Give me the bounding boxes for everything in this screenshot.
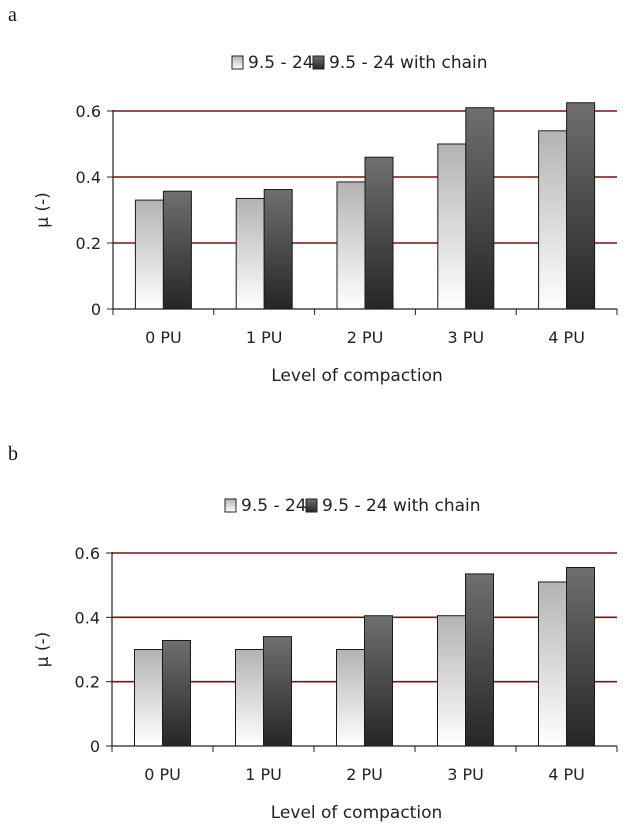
bar-chain-2pu <box>364 156 394 310</box>
legend-label-2: 9.5 - 24 with chain <box>322 496 481 516</box>
bar-chain-1pu <box>263 189 293 310</box>
bar-tire-0pu <box>134 199 164 310</box>
x-tick-label: 2 PU <box>347 328 384 347</box>
legend-label-2: 9.5 - 24 with chain <box>329 53 488 73</box>
panel-b-letter: b <box>8 443 18 465</box>
panel-a-letter: a <box>8 4 17 26</box>
x-tick-label: 4 PU <box>548 765 585 784</box>
legend: 9.5 - 24 9.5 - 24 with chain <box>231 53 488 73</box>
bar-tire-3pu <box>437 615 466 747</box>
legend-label-1: 9.5 - 24 <box>248 53 314 73</box>
bar-tire-3pu <box>437 143 467 310</box>
bar-tire-2pu <box>336 649 365 747</box>
bar-tire-4pu <box>538 130 568 310</box>
y-axis-title: μ (-) <box>33 192 53 228</box>
bar-chain-4pu <box>566 566 595 747</box>
legend-swatch-1 <box>224 498 237 513</box>
legend: 9.5 - 24 9.5 - 24 with chain <box>224 496 481 516</box>
bar-tire-1pu <box>235 649 264 747</box>
bar-tire-1pu <box>235 197 265 310</box>
bar-chain-3pu <box>465 107 495 310</box>
legend-swatch-2 <box>312 55 325 70</box>
x-tick-label: 1 PU <box>246 328 283 347</box>
bar-tire-4pu <box>538 581 567 747</box>
bar-chain-1pu <box>263 636 292 747</box>
bar-tire-0pu <box>134 649 163 747</box>
x-tick-label: 3 PU <box>447 765 484 784</box>
x-tick-label: 4 PU <box>548 328 585 347</box>
y-tick-label: 0.2 <box>76 234 101 253</box>
legend-label-1: 9.5 - 24 <box>241 496 307 516</box>
bar-chain-3pu <box>465 573 494 747</box>
y-tick-label: 0.4 <box>75 608 100 627</box>
y-tick-label: 0.6 <box>75 544 100 563</box>
y-tick-label: 0 <box>90 737 100 756</box>
bar-chain-0pu <box>162 639 191 747</box>
x-tick-label: 1 PU <box>245 765 282 784</box>
y-tick-label: 0.6 <box>76 102 101 121</box>
x-tick-label: 3 PU <box>447 328 484 347</box>
y-tick-label: 0.4 <box>76 168 101 187</box>
bar-chain-0pu <box>162 190 192 310</box>
legend-swatch-1 <box>231 55 244 70</box>
bar-chain-2pu <box>364 615 393 747</box>
bar-chain-4pu <box>566 102 596 310</box>
chart-a: 9.5 - 24 9.5 - 24 with chain 0 0.2 0.4 0.6 0 P… <box>33 53 618 386</box>
y-tick-label: 0.2 <box>75 673 100 692</box>
chart-b: 9.5 - 24 9.5 - 24 with chain 0 0.2 0.4 0.6 0 P… <box>33 496 618 823</box>
x-axis-title: Level of compaction <box>271 803 443 823</box>
x-tick-label: 2 PU <box>346 765 383 784</box>
x-tick-label: 0 PU <box>145 328 182 347</box>
y-tick-label: 0 <box>91 300 101 319</box>
x-tick-label: 0 PU <box>144 765 181 784</box>
legend-swatch-2 <box>305 498 318 513</box>
x-axis-title: Level of compaction <box>271 366 443 386</box>
y-axis-title: μ (-) <box>33 632 53 668</box>
bar-tire-2pu <box>336 181 366 310</box>
